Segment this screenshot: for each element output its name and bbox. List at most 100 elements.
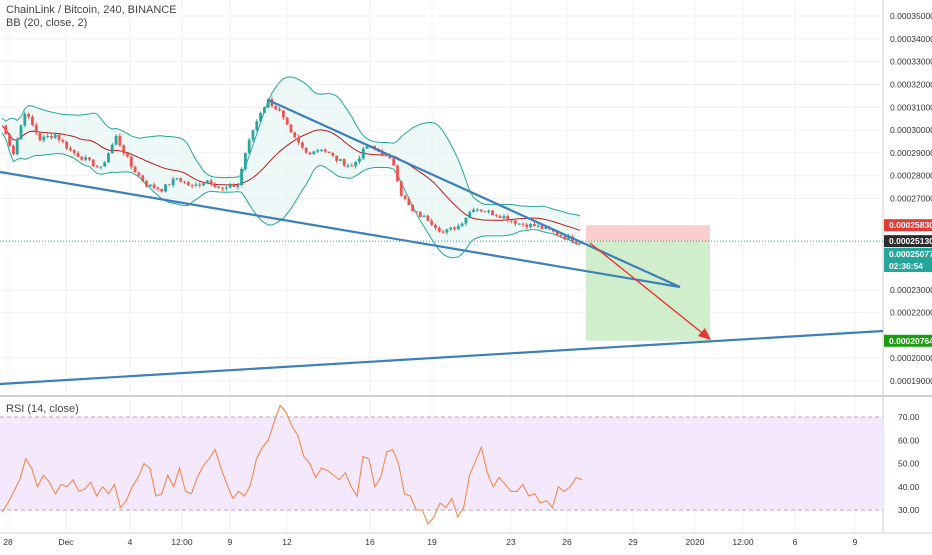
target-price-badge-text: 0.00020764 xyxy=(889,336,932,346)
candle-body xyxy=(221,187,224,189)
candle-body xyxy=(107,153,110,163)
price-axis[interactable]: 0.00035000 0.00034000 0.00033000 0.00032000… xyxy=(884,11,932,386)
candle-body xyxy=(156,187,160,189)
candle-body xyxy=(118,136,122,146)
candle-body xyxy=(122,145,126,154)
candle-body xyxy=(194,184,198,186)
time-axis-label: 26 xyxy=(562,537,572,547)
candle-body xyxy=(323,149,327,152)
rsi-title[interactable]: RSI (14, close) xyxy=(6,403,79,415)
time-axis-label: 9 xyxy=(228,537,233,547)
candle-body xyxy=(437,227,441,232)
candle-body xyxy=(327,151,331,154)
lower-trendline[interactable] xyxy=(0,170,681,289)
candle-body xyxy=(544,227,548,229)
candle-body xyxy=(110,144,114,154)
candle-body xyxy=(342,159,346,166)
candle-body xyxy=(240,168,243,186)
candle-body xyxy=(396,165,399,182)
upper-trendline[interactable] xyxy=(267,98,681,289)
time-axis-label: 4 xyxy=(128,537,133,547)
candle-body xyxy=(251,130,255,140)
candle-body xyxy=(468,212,472,218)
candle-body xyxy=(418,212,422,217)
time-axis[interactable]: 28 Dec 4 12:00 9 12 16 19 23 26 29 2020 12:00 6 9 xyxy=(3,537,857,547)
candle-body xyxy=(228,184,232,188)
candle-body xyxy=(312,151,316,155)
candle-body xyxy=(498,216,502,219)
candle-body xyxy=(415,211,418,213)
candle-body xyxy=(487,210,491,213)
candle-body xyxy=(152,184,156,188)
candle-body xyxy=(453,227,456,230)
candle-body xyxy=(12,145,15,155)
candle-body xyxy=(46,136,50,138)
time-axis-label: Dec xyxy=(58,537,74,547)
candle-body xyxy=(491,210,494,216)
candle-body xyxy=(559,235,563,237)
target-price-badge[interactable]: 0.00020764 xyxy=(884,334,932,347)
price-axis-label: 0.00035000 xyxy=(890,11,932,21)
chart-drawings[interactable] xyxy=(0,98,884,386)
candle-body xyxy=(243,153,247,169)
candle-body xyxy=(167,184,171,186)
price-axis-label: 0.00022000 xyxy=(890,308,932,318)
rsi-axis[interactable]: 70.00 60.00 50.00 40.00 30.00 xyxy=(898,412,920,515)
time-axis-label: 2020 xyxy=(686,537,705,547)
candle-body xyxy=(430,220,434,225)
candle-body xyxy=(361,148,365,159)
rsi-axis-label: 40.00 xyxy=(898,482,920,492)
price-axis-label: 0.00033000 xyxy=(890,57,932,67)
bid-price-badge[interactable]: 0.00025077 xyxy=(884,248,932,260)
stop-price-badge[interactable]: 0.00025830 xyxy=(884,219,932,232)
candle-body xyxy=(103,162,107,167)
candle-body xyxy=(31,116,34,126)
candle-body xyxy=(27,113,31,117)
indicator-legend[interactable]: BB (20, close, 2) xyxy=(6,17,88,29)
candle-body xyxy=(563,236,567,240)
candle-body xyxy=(502,216,506,219)
bid-price-badge-bg xyxy=(884,248,932,260)
candle-body xyxy=(513,220,517,224)
candle-body xyxy=(278,109,281,111)
rsi-axis-label: 50.00 xyxy=(898,459,920,469)
candlestick-series xyxy=(4,96,582,246)
candle-body xyxy=(126,153,129,157)
projection-arrow-line[interactable] xyxy=(589,242,707,337)
current-price-badge[interactable]: 0.00025130 xyxy=(884,235,932,248)
candle-body xyxy=(521,223,525,225)
candle-body xyxy=(403,195,407,199)
candle-body xyxy=(441,231,445,233)
candle-body xyxy=(335,155,339,161)
candle-body xyxy=(392,158,396,166)
price-axis-label: 0.00031000 xyxy=(890,102,932,112)
candle-body xyxy=(205,180,209,184)
candle-body xyxy=(53,134,57,138)
candle-body xyxy=(388,155,392,159)
candle-body xyxy=(262,107,266,113)
candle-body xyxy=(145,181,148,187)
candle-body xyxy=(540,225,544,229)
take-profit-zone[interactable] xyxy=(586,241,710,341)
candle-body xyxy=(266,99,270,108)
candle-body xyxy=(57,134,61,140)
candle-body xyxy=(232,184,236,187)
candle-body xyxy=(399,181,403,196)
candle-body xyxy=(320,149,323,151)
long-support-line[interactable] xyxy=(0,329,884,386)
candle-countdown-badge[interactable]: 02:36:54 xyxy=(884,260,932,272)
symbol-title[interactable]: ChainLink / Bitcoin, 240, BINANCE xyxy=(6,4,177,16)
stop-loss-zone[interactable] xyxy=(586,225,710,242)
candle-body xyxy=(365,146,369,149)
time-axis-label: 23 xyxy=(506,537,516,547)
candle-body xyxy=(506,216,510,221)
candle-body xyxy=(358,158,361,162)
candle-body xyxy=(494,215,498,217)
candle-body xyxy=(483,211,487,213)
candle-body xyxy=(259,112,262,122)
target-price-badge-bg xyxy=(884,334,932,347)
candle-body xyxy=(574,241,578,243)
candle-body xyxy=(384,154,388,156)
